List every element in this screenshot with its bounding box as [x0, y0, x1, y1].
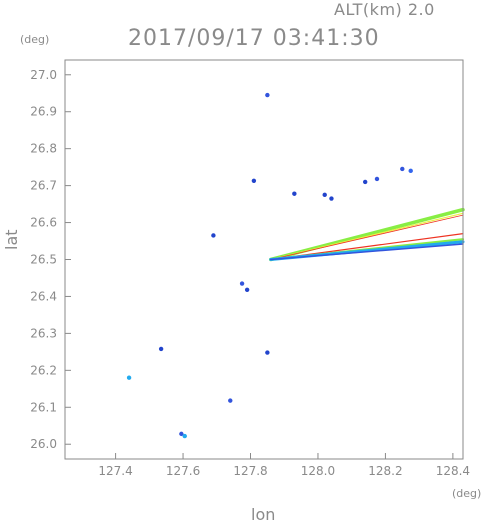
echo-point	[251, 178, 257, 184]
x-tick-label: 128.0	[301, 464, 335, 478]
echo-point	[265, 92, 270, 98]
echo-point	[244, 287, 250, 292]
x-axis-unit: (deg)	[452, 487, 482, 500]
x-axis-label: lon	[251, 505, 276, 524]
chart-axes: 26.0 26.1 26.2 26.3 26.4 26.5 26.6 26.7 26.8 26.9…	[30, 68, 470, 478]
y-tick-label: 26.8	[30, 142, 57, 156]
radar-beam	[270, 214, 464, 260]
y-tick-label: 26.5	[30, 253, 57, 267]
y-tick-label: 26.7	[30, 179, 57, 193]
x-tick-label: 127.8	[233, 464, 267, 478]
echo-point	[182, 433, 187, 439]
y-tick-label: 26.4	[30, 289, 57, 303]
echo-point	[400, 166, 405, 172]
echo-point	[228, 398, 233, 403]
echo-point	[239, 281, 245, 286]
y-tick-label: 26.9	[30, 105, 57, 119]
x-tick-label: 127.4	[98, 464, 132, 478]
y-tick-label: 27.0	[30, 68, 57, 82]
echo-point	[362, 179, 368, 185]
echo-point	[265, 350, 270, 355]
y-tick-label: 26.6	[30, 216, 57, 230]
y-tick-label: 26.2	[30, 363, 57, 377]
chart-marks	[126, 92, 465, 439]
chart-title: 2017/09/17 03:41:30	[128, 26, 380, 51]
x-tick-label: 128.2	[368, 464, 402, 478]
y-tick-label: 26.1	[30, 400, 57, 414]
echo-point	[408, 168, 413, 174]
echo-point	[126, 375, 132, 380]
echo-point	[211, 233, 216, 238]
x-tick-label: 128.4	[436, 464, 470, 478]
echo-point	[158, 346, 164, 352]
plot-frame	[64, 59, 464, 460]
echo-point	[292, 191, 297, 196]
echo-point	[179, 431, 184, 437]
radar-beam	[269, 243, 464, 261]
echo-point	[329, 196, 334, 201]
y-tick-label: 26.3	[30, 326, 57, 340]
y-axis-unit: (deg)	[20, 33, 50, 46]
y-tick-label: 26.0	[30, 437, 57, 451]
echo-point	[374, 176, 380, 182]
altitude-label: ALT(km) 2.0	[334, 0, 435, 19]
echo-point	[322, 192, 327, 198]
x-tick-label: 127.6	[166, 464, 200, 478]
